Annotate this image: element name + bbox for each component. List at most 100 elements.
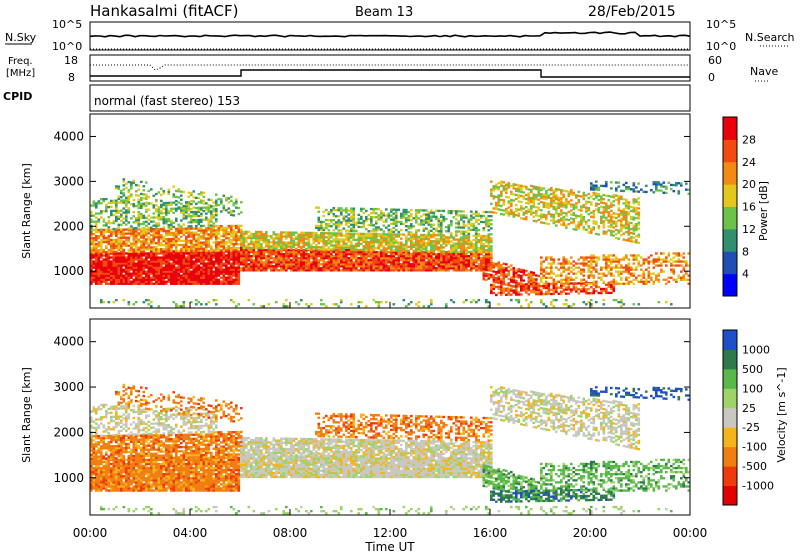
heatmap-cell <box>430 225 433 228</box>
heatmap-cell <box>597 272 601 275</box>
heatmap-cell <box>335 269 338 272</box>
heatmap-cell <box>467 263 471 266</box>
heatmap-cell <box>442 242 446 245</box>
heatmap-cell <box>385 267 388 270</box>
heatmap-cell <box>272 245 276 248</box>
heatmap-cell <box>457 257 461 260</box>
heatmap-cell <box>230 280 233 283</box>
heatmap-cell <box>180 260 183 263</box>
heatmap-cell <box>130 203 133 206</box>
heatmap-cell <box>215 201 218 204</box>
heatmap-cell <box>435 267 438 270</box>
heatmap-cell <box>362 244 366 248</box>
heatmap-cell <box>620 258 623 261</box>
heatmap-cell <box>190 211 193 214</box>
heatmap-cell <box>282 253 286 256</box>
heatmap-cell <box>427 223 431 226</box>
heatmap-cell <box>110 274 113 277</box>
heatmap-cell <box>360 269 363 272</box>
heatmap-cell <box>400 237 403 240</box>
heatmap-cell <box>420 265 423 268</box>
heatmap-cell <box>385 220 388 223</box>
heatmap-cell <box>607 291 611 295</box>
heatmap-cell <box>290 269 293 272</box>
heatmap-cell <box>105 260 108 263</box>
heatmap-cell <box>165 222 168 225</box>
heatmap-cell <box>477 265 481 268</box>
heatmap-cell <box>375 228 378 231</box>
heatmap-cell <box>420 261 423 264</box>
heatmap-cell <box>195 266 198 269</box>
heatmap-cell <box>130 274 133 277</box>
heatmap-cell <box>107 216 111 219</box>
heatmap-cell <box>177 196 181 199</box>
heatmap-cell <box>192 221 196 224</box>
heatmap-cell <box>317 253 321 256</box>
heatmap-cell <box>147 195 151 199</box>
heatmap-cell <box>155 222 158 225</box>
heatmap-cell <box>222 241 226 244</box>
heatmap-cell <box>120 282 123 285</box>
heatmap-cell <box>277 251 281 254</box>
heatmap-cell <box>152 262 156 265</box>
heatmap-cell <box>457 244 461 247</box>
heatmap-cell <box>342 259 346 262</box>
heatmap-cell <box>387 228 391 231</box>
heatmap-cell <box>560 290 563 293</box>
heatmap-cell <box>487 219 491 222</box>
heatmap-cell <box>162 216 166 219</box>
heatmap-cell <box>110 201 113 205</box>
heatmap-cell <box>240 246 243 250</box>
heatmap-cell <box>102 280 106 283</box>
heatmap-cell <box>120 244 123 248</box>
heatmap-cell <box>447 236 451 239</box>
heatmap-cell <box>395 247 398 250</box>
heatmap-cell <box>157 274 161 277</box>
heatmap-cell <box>467 255 471 258</box>
heatmap-cell <box>445 226 448 229</box>
heatmap-cell <box>487 273 491 276</box>
heatmap-cell <box>550 266 553 269</box>
heatmap-cell <box>220 245 223 248</box>
heatmap-cell <box>417 235 421 239</box>
heatmap-cell <box>382 241 386 244</box>
heatmap-cell <box>100 228 103 231</box>
heatmap-cell <box>92 260 96 263</box>
heatmap-cell <box>350 246 353 250</box>
heatmap-cell <box>152 220 156 223</box>
heatmap-cell <box>115 230 118 233</box>
heatmap-cell <box>92 202 96 205</box>
heatmap-cell <box>402 216 406 220</box>
heatmap-cell <box>410 235 413 238</box>
heatmap-cell <box>302 248 306 252</box>
heatmap-cell <box>275 245 278 248</box>
heatmap-cell <box>472 216 476 219</box>
heatmap-cell <box>300 257 303 260</box>
heatmap-cell <box>382 257 386 260</box>
heatmap-cell <box>252 242 256 246</box>
heatmap-cell <box>305 231 308 235</box>
cpid-label: CPID <box>3 90 32 103</box>
heatmap-cell <box>132 256 136 259</box>
heatmap-cell <box>350 242 353 245</box>
heatmap-cell <box>400 212 403 216</box>
heatmap-cell <box>250 236 253 240</box>
heatmap-cell <box>257 243 261 246</box>
heatmap-cell <box>325 251 328 254</box>
heatmap-cell <box>360 234 363 238</box>
heatmap-cell <box>335 236 338 239</box>
heatmap-cell <box>177 260 181 263</box>
heatmap-cell <box>142 270 146 273</box>
heatmap-cell <box>422 267 426 270</box>
heatmap-cell <box>167 250 171 253</box>
heatmap-cell <box>540 288 543 292</box>
heatmap-cell <box>182 258 186 261</box>
heatmap-cell <box>162 250 166 253</box>
heatmap-cell <box>152 224 156 227</box>
heatmap-cell <box>125 258 128 261</box>
heatmap-cell <box>197 245 201 248</box>
heatmap-cell <box>482 276 486 279</box>
heatmap-cell <box>450 253 453 256</box>
heatmap-cell <box>175 254 178 257</box>
heatmap-cell <box>142 220 146 224</box>
